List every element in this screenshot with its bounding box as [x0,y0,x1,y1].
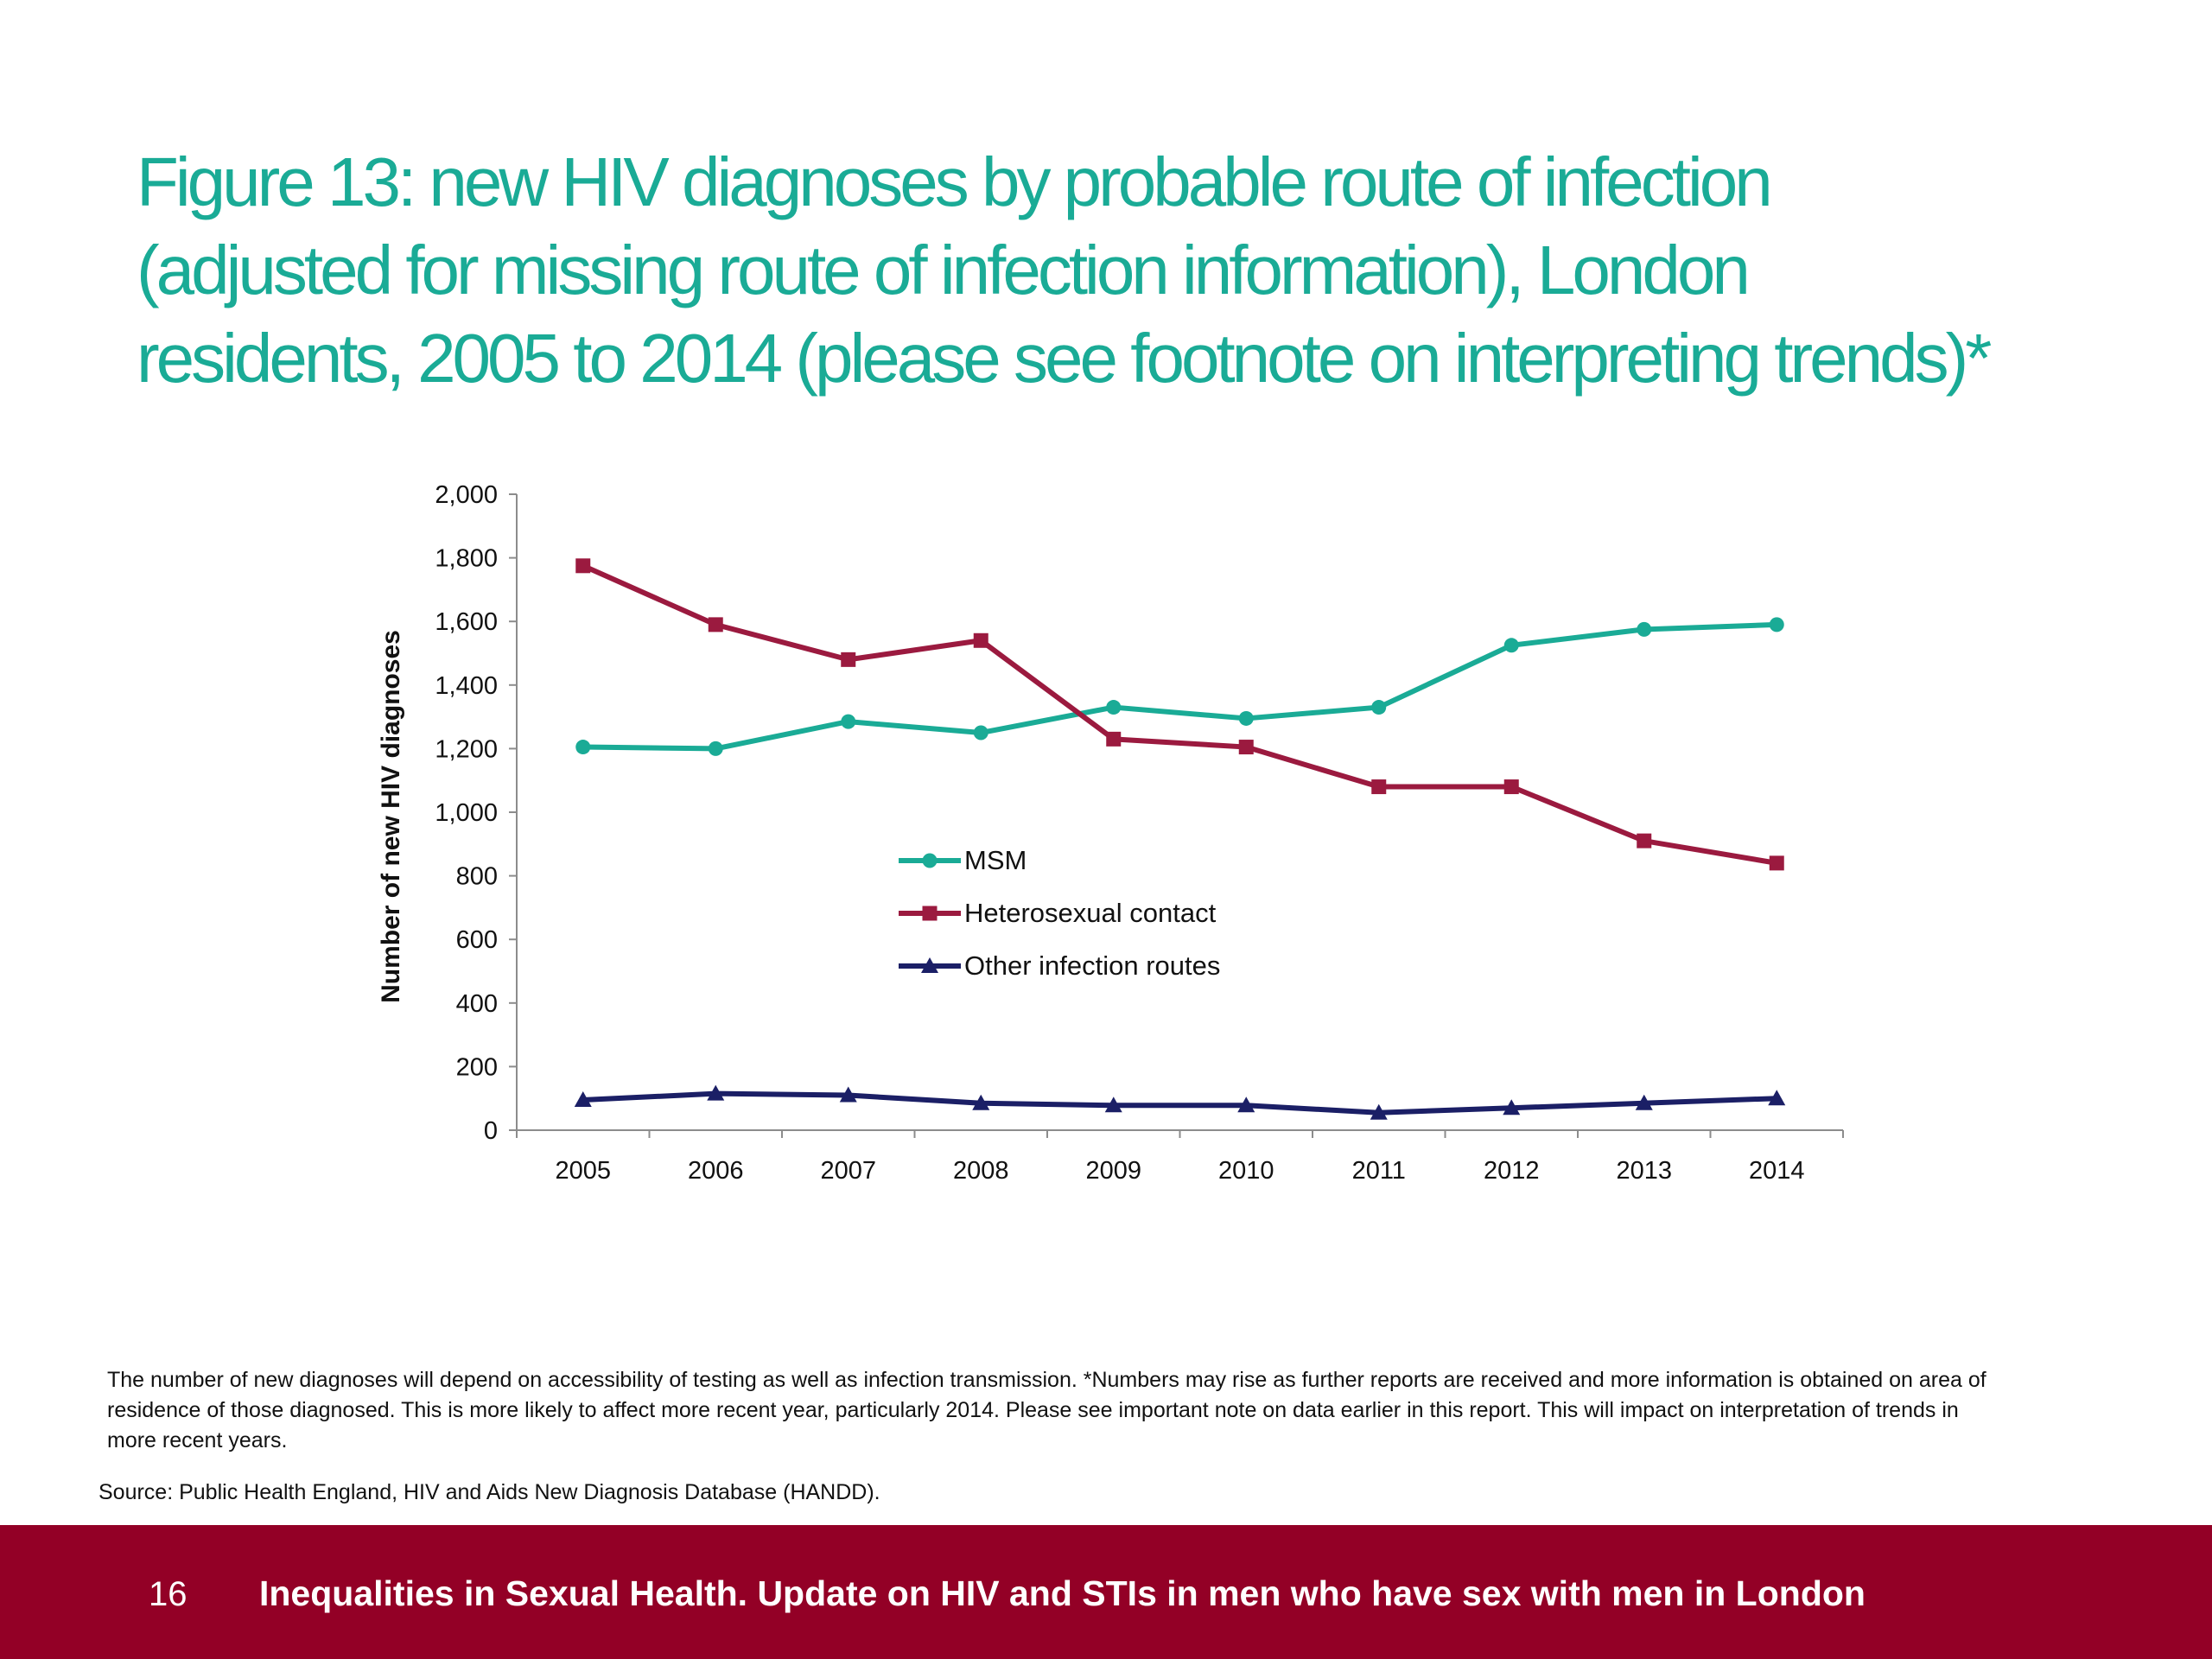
data-point-other-infection-routes [1768,1090,1786,1106]
page-number: 16 [149,1575,188,1613]
title-line-3: residents, 2005 to 2014 (please see foot… [137,320,1992,397]
data-point-other-infection-routes [1237,1096,1255,1113]
data-point-msm [1769,617,1784,632]
data-point-heterosexual-contact [575,558,591,574]
legend-label-other-infection-routes: Other infection routes [964,950,1220,981]
title-line-2: (adjusted for missing route of infection… [137,232,1751,308]
line-chart: 0 200 400 600 800 1,000 1,200 1,400 1,600 1,800 2,… [377,481,1844,1185]
y-tick-label: 0 [484,1117,498,1145]
data-point-other-infection-routes [1370,1103,1388,1120]
y-tick-label: 1,600 [435,608,498,636]
data-point-other-infection-routes [574,1091,592,1108]
data-point-heterosexual-contact [708,617,723,632]
data-point-heterosexual-contact [1238,740,1254,755]
x-tick-label: 2005 [555,1157,611,1185]
data-point-heterosexual-contact [1371,779,1387,795]
x-tick-label: 2009 [1085,1157,1141,1185]
y-tick-label: 1,800 [435,545,498,573]
data-point-msm [708,741,723,756]
y-tick-label: 200 [456,1053,498,1081]
series-line-msm [582,621,1777,752]
data-point-other-infection-routes [1503,1099,1521,1116]
y-tick-label: 800 [456,863,498,891]
x-tick-label: 2006 [688,1157,744,1185]
data-point-msm [973,725,988,741]
y-tick-label: 1,400 [435,672,498,700]
x-tick-label: 2013 [1616,1157,1672,1185]
title-line-1: Figure 13: new HIV diagnoses by probable… [137,143,1773,220]
data-point-heterosexual-contact [1503,779,1519,795]
data-point-msm [1503,638,1519,653]
legend-marker-other-infection-routes [921,957,938,973]
x-tick-label: 2011 [1352,1157,1406,1185]
series-line-heterosexual-contact [582,563,1777,866]
data-point-msm [1106,700,1122,715]
data-point-other-infection-routes [972,1094,990,1110]
data-point-msm [1637,621,1652,637]
data-point-heterosexual-contact [1637,833,1652,849]
data-point-heterosexual-contact [1769,855,1784,871]
legend-marker-heterosexual-contact [922,906,938,921]
footer-text: Inequalities in Sexual Health. Update on… [259,1573,1866,1613]
y-tick-label: 1,000 [435,799,498,827]
data-point-msm [1238,710,1254,726]
y-tick-label: 600 [456,926,498,954]
data-point-heterosexual-contact [841,652,856,667]
data-point-other-infection-routes [1635,1094,1653,1110]
y-tick-label: 400 [456,990,498,1018]
data-point-heterosexual-contact [973,632,988,648]
legend-label-heterosexual-contact: Heterosexual contact [964,898,1217,928]
y-tick-label: 2,000 [435,481,498,509]
data-point-msm [575,740,591,755]
x-tick-label: 2012 [1484,1157,1540,1185]
slide-title: Figure 13: new HIV diagnoses by probable… [137,138,2124,403]
legend-marker-msm [922,853,938,868]
data-point-other-infection-routes [707,1084,725,1101]
data-point-msm [841,714,856,729]
x-tick-label: 2010 [1218,1157,1274,1185]
legend-label-msm: MSM [964,845,1027,875]
data-point-other-infection-routes [1104,1096,1122,1113]
footer-bar: 16 Inequalities in Sexual Health. Update… [0,1525,2212,1659]
series-line-other-infection-routes [582,1090,1777,1116]
source-note: Source: Public Health England, HIV and A… [99,1480,880,1504]
x-tick-label: 2007 [820,1157,876,1185]
footnote: The number of new diagnoses will depend … [107,1368,1986,1452]
y-tick-label: 1,200 [435,735,498,763]
y-axis-label: Number of new HIV diagnoses [377,630,405,1003]
data-point-other-infection-routes [839,1086,857,1103]
x-tick-label: 2008 [953,1157,1009,1185]
data-point-msm [1371,700,1387,715]
x-tick-label: 2014 [1749,1157,1805,1185]
data-point-heterosexual-contact [1106,731,1122,747]
